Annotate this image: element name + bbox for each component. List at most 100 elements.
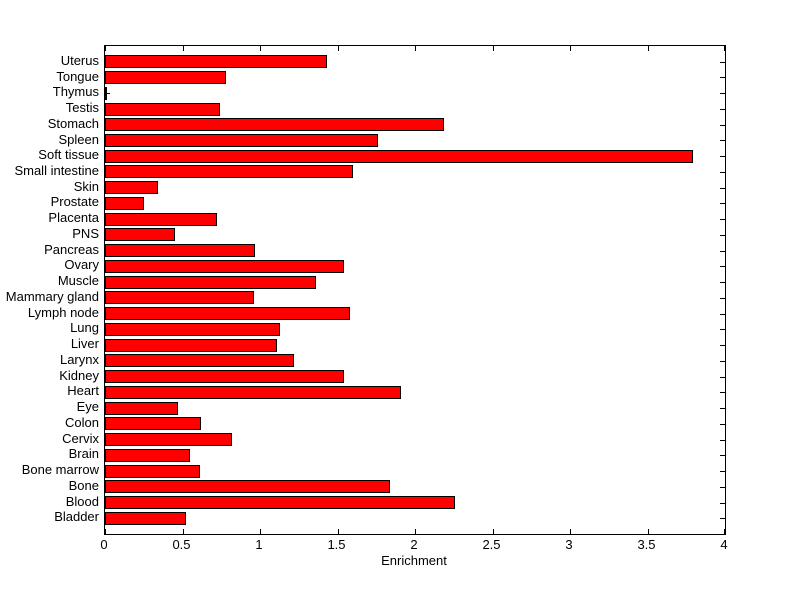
x-tick-bottom	[260, 529, 261, 534]
y-tick-right	[720, 329, 725, 330]
bar	[105, 118, 445, 132]
x-tick-label: 3.5	[637, 537, 656, 552]
bar	[105, 496, 456, 509]
y-tick-right	[720, 440, 725, 441]
y-tick-right	[720, 172, 725, 173]
y-tick-right	[720, 471, 725, 472]
category-label: Uterus	[60, 52, 99, 68]
x-tick-label: 2	[410, 537, 418, 552]
bar	[105, 464, 200, 478]
y-tick-right	[720, 503, 725, 504]
category-label: Muscle	[57, 273, 99, 289]
category-label: Tongue	[56, 68, 99, 84]
category-label: Bone marrow	[21, 462, 99, 477]
y-tick-right	[720, 251, 725, 252]
category-label: Larynx	[59, 351, 99, 367]
y-tick-right	[720, 392, 725, 393]
bar	[105, 291, 254, 305]
x-tick-top	[337, 46, 339, 51]
y-tick-right	[720, 140, 725, 141]
category-label: Thymus	[52, 84, 99, 100]
bar	[105, 244, 256, 258]
category-label: Heart	[67, 383, 99, 399]
bar	[105, 338, 278, 352]
x-tick-bottom	[415, 529, 416, 534]
y-tick-right	[720, 93, 725, 94]
category-label: PNS	[72, 225, 99, 241]
bar	[105, 433, 233, 446]
y-tick-right	[720, 408, 725, 409]
x-tick-label: 4	[720, 537, 728, 552]
bar	[105, 102, 220, 116]
x-tick-bottom	[105, 529, 106, 534]
bar	[105, 480, 391, 494]
y-tick-right	[720, 77, 725, 78]
y-tick-right	[720, 361, 725, 362]
y-tick-right	[720, 345, 725, 346]
bar	[105, 181, 158, 195]
bar	[105, 370, 344, 384]
x-tick-top	[182, 46, 184, 51]
y-tick-right	[720, 62, 725, 63]
x-tick-top	[492, 46, 494, 51]
y-tick-right	[720, 125, 725, 126]
y-tick-right	[720, 314, 725, 315]
category-label: Bone	[68, 477, 99, 493]
y-tick-right	[720, 487, 725, 488]
y-tick-right	[720, 266, 725, 267]
category-label: Placenta	[48, 210, 99, 226]
x-tick-label: 1.5	[327, 537, 346, 552]
x-tick-top	[415, 46, 416, 51]
bar	[105, 322, 281, 336]
y-tick-right	[720, 219, 725, 220]
category-label: Kidney	[59, 367, 99, 383]
y-tick-right	[720, 455, 725, 456]
x-tick-top	[570, 46, 571, 51]
x-tick-bottom	[182, 529, 184, 534]
x-tick-label: 3	[565, 537, 573, 552]
x-tick-bottom	[337, 529, 339, 534]
x-tick-label: 0.5	[172, 537, 191, 552]
x-tick-bottom	[492, 529, 494, 534]
bar	[105, 55, 327, 69]
category-label: Stomach	[47, 115, 99, 131]
bar	[105, 511, 186, 525]
category-label: Blood	[65, 493, 99, 509]
category-label: Prostate	[50, 194, 99, 210]
y-tick-right	[720, 377, 725, 378]
category-label: Cervix	[62, 430, 99, 446]
x-tick-bottom	[724, 529, 725, 534]
category-label: Mammary gland	[5, 288, 99, 304]
category-label: Colon	[65, 414, 99, 430]
x-tick-label: 1	[255, 537, 263, 552]
y-tick-right	[720, 188, 725, 189]
x-tick-top	[647, 46, 649, 51]
x-tick-top	[724, 46, 725, 51]
y-tick-left	[105, 93, 110, 94]
category-label: Brain	[68, 446, 99, 462]
category-label: Small intestine	[14, 162, 99, 178]
y-tick-right	[720, 203, 725, 204]
category-label: Liver	[70, 336, 99, 352]
bar	[105, 354, 295, 368]
category-label: Eye	[76, 399, 99, 415]
bar	[105, 86, 107, 100]
bar	[105, 165, 353, 179]
bar	[105, 212, 217, 226]
y-tick-right	[720, 235, 725, 236]
x-tick-top	[105, 46, 106, 51]
category-label: Spleen	[58, 131, 99, 147]
bar	[105, 448, 191, 462]
bar	[105, 259, 344, 273]
category-label: Lung	[70, 320, 99, 336]
category-label: Bladder	[54, 509, 99, 525]
bar	[105, 228, 175, 242]
y-tick-right	[720, 109, 725, 110]
category-label: Ovary	[64, 257, 99, 273]
plot-area	[104, 45, 726, 535]
bar	[105, 149, 693, 163]
bar	[105, 196, 144, 210]
category-label: Pancreas	[44, 241, 99, 257]
bar	[105, 134, 378, 147]
y-tick-right	[720, 298, 725, 299]
